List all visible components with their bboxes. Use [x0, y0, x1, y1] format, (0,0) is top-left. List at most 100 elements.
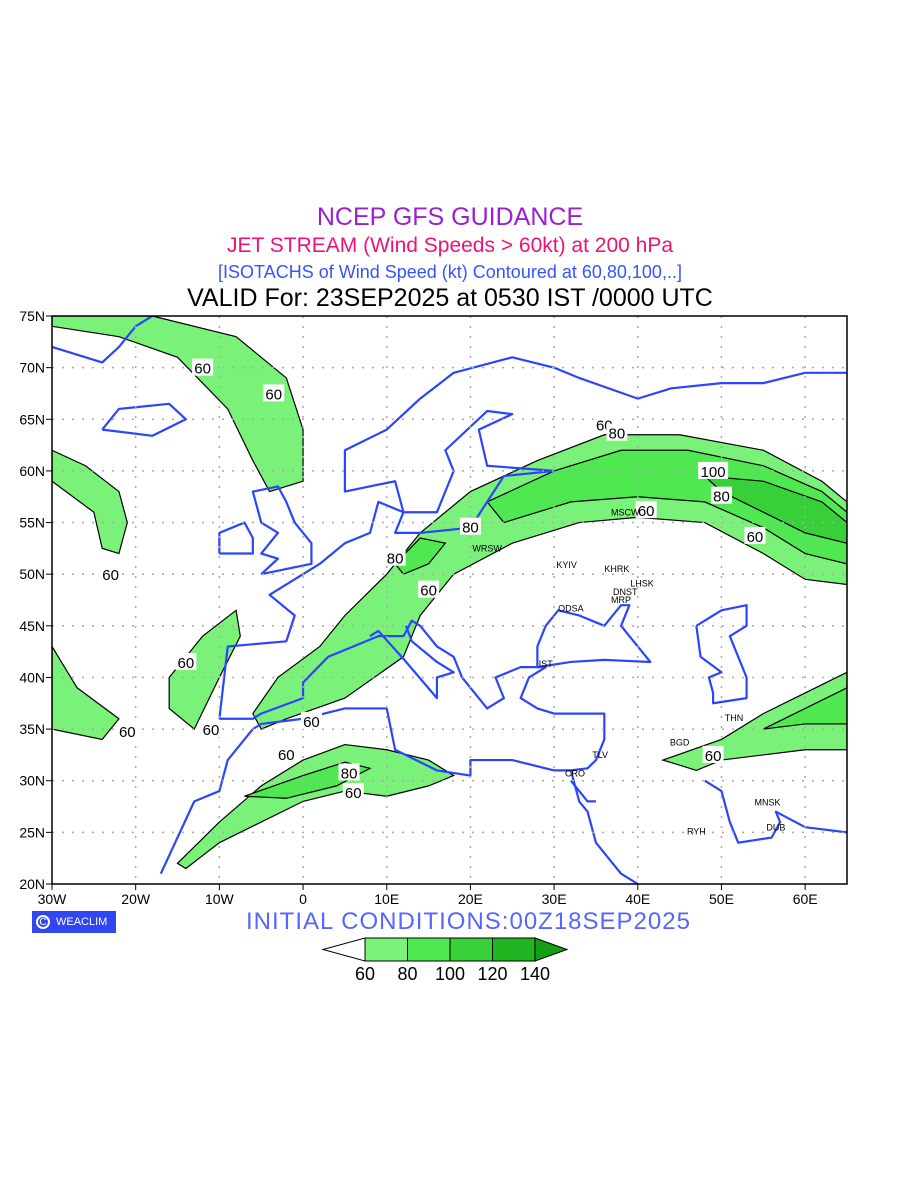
isotach-60-region [52, 449, 128, 555]
contour-label-bg [744, 526, 766, 544]
lat-tick-label: 40N [19, 669, 45, 685]
city-label: THN [725, 713, 744, 723]
contour-label: 60 [194, 361, 211, 378]
coastline [218, 521, 254, 555]
contour-label-bg [175, 652, 197, 670]
contour-label-bg [275, 744, 297, 762]
coastline [704, 779, 847, 844]
lat-tick-label: 55N [19, 515, 45, 531]
lat-tick-label: 60N [19, 463, 45, 479]
initial-conditions: INITIAL CONDITIONS:00Z18SEP2025 [246, 908, 691, 935]
city-label: DNST [613, 587, 638, 597]
lat-tick-label: 35N [19, 721, 45, 737]
legend-swatch [492, 937, 536, 962]
isotach-60-region [52, 316, 304, 493]
legend-level-label: 120 [477, 964, 507, 984]
contour-label: 60 [705, 748, 722, 765]
badge-label: WEACLIM [56, 916, 108, 928]
contour-label: 60 [747, 529, 764, 546]
coastline [218, 356, 847, 719]
title-main: NCEP GFS GUIDANCE [316, 203, 584, 231]
legend-swatch [407, 937, 451, 962]
city-label: LHSK [630, 579, 654, 589]
lon-tick-label: 30E [542, 891, 567, 907]
contour-label-bg [263, 384, 285, 402]
legend-level-label: 140 [520, 964, 550, 984]
lon-tick-label: 20W [121, 891, 151, 907]
city-label: TLV [592, 750, 608, 760]
city-label: BGD [670, 738, 690, 748]
contour-label-bg [192, 358, 214, 376]
isotach-60-region [176, 743, 456, 870]
copyright-icon: C [36, 915, 50, 929]
contour-label: 80 [462, 520, 479, 537]
contour-label: 80 [387, 551, 404, 568]
map-frame [51, 315, 848, 885]
contour-label-bg [342, 783, 364, 801]
title-valid-time: VALID For: 23SEP2025 at 0530 IST /0000 U… [187, 284, 713, 312]
coastline [251, 485, 313, 576]
isotach-80-region [763, 687, 847, 730]
contour-label-bg [459, 517, 481, 535]
city-label: KHRK [604, 564, 629, 574]
contour-label: 60 [420, 583, 437, 600]
city-label: DUB [766, 822, 785, 832]
isotach-100-region [703, 475, 847, 544]
isotach-60-region [660, 671, 847, 772]
lat-tick-label: 45N [19, 618, 45, 634]
contour-label-bg [698, 461, 729, 479]
lat-tick-label: 20N [19, 876, 45, 892]
legend-level-label: 80 [397, 964, 417, 984]
lon-tick-label: 50E [709, 891, 734, 907]
coastline [369, 625, 455, 700]
lat-tick-label: 30N [19, 773, 45, 789]
city-label: KYIV [556, 560, 577, 570]
lon-tick-label: 40E [625, 891, 650, 907]
lat-tick-label: 75N [19, 308, 45, 324]
lat-tick-label: 50N [19, 566, 45, 582]
lat-tick-label: 25N [19, 824, 45, 840]
lat-tick-label: 65N [19, 411, 45, 427]
lat-tick-label: 70N [19, 360, 45, 376]
isotach-60-region [168, 609, 241, 731]
map-layer: 6060606060606060806060808060801008060606… [52, 316, 847, 884]
coastline [52, 316, 153, 364]
isotach-60-region [52, 645, 120, 741]
contour-label: 60 [203, 722, 220, 739]
title-isotachs: [ISOTACHS of Wind Speed (kt) Contoured a… [218, 262, 682, 282]
legend-level-label: 60 [355, 964, 375, 984]
contour-label: 60 [178, 655, 195, 672]
contour-label-bg [710, 486, 732, 504]
legend-below-60-arrow [321, 937, 366, 962]
isotach-80-region [394, 537, 447, 575]
coastline [101, 402, 187, 437]
city-label: MSCW [611, 507, 640, 517]
contour-label-bg [338, 763, 360, 781]
coastline [569, 780, 596, 803]
legend-swatch [364, 937, 408, 962]
contour-label-bg [200, 720, 222, 738]
contour-label: 80 [713, 489, 730, 506]
contour-label: 100 [701, 464, 726, 481]
contour-label-bg [300, 711, 322, 729]
contour-label: 60 [345, 785, 362, 802]
legend-above-140-arrow [534, 937, 569, 962]
isotach-80-region [486, 449, 847, 565]
lon-tick-label: 60E [793, 891, 818, 907]
contour-label-bg [116, 722, 138, 740]
lon-tick-label: 30W [38, 891, 68, 907]
city-label: RYH [687, 826, 706, 836]
city-label: MRP [611, 595, 631, 605]
contour-label: 60 [265, 386, 282, 403]
contour-label-bg [384, 548, 406, 566]
contour-label-bg [635, 501, 657, 519]
weaclim-badge: C WEACLIM [32, 911, 116, 933]
contour-label: 80 [341, 765, 358, 782]
city-label: CRO [565, 769, 585, 779]
contour-label: 60 [303, 714, 320, 731]
contour-label-bg [418, 580, 440, 598]
lon-tick-label: 20E [458, 891, 483, 907]
contour-label: 60 [638, 503, 655, 520]
contour-label: 60 [278, 747, 295, 764]
